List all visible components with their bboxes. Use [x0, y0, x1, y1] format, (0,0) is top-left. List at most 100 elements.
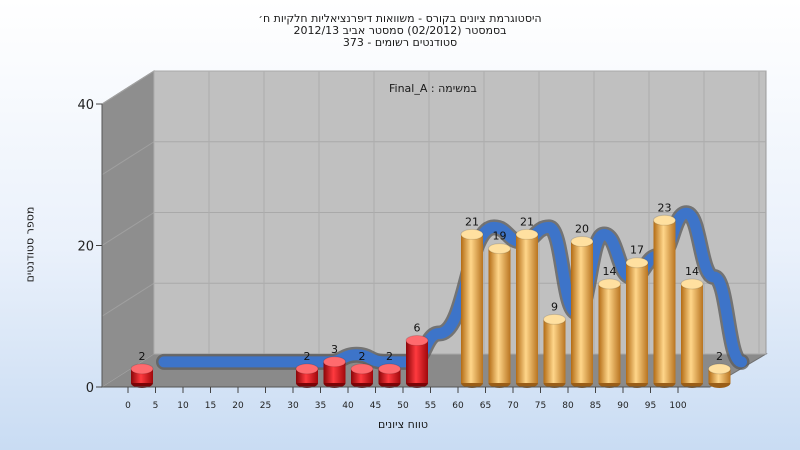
bar-value-label: 21: [465, 215, 479, 228]
bar-value-label: 14: [603, 265, 617, 278]
bar: 14: [680, 265, 704, 388]
bar-cap: [653, 214, 676, 226]
bar: 2: [350, 350, 374, 388]
x-tick-label: 85: [590, 401, 601, 411]
bar: 3: [323, 343, 346, 388]
h-gridline: [101, 141, 155, 176]
chart-title-line1: היסטוגרמת ציונים בקורס - משוואות דיפרנצי…: [258, 12, 542, 25]
bar-body: [571, 241, 593, 383]
chart-title-line3: 373 - סטודנטים רשומים: [342, 36, 458, 49]
x-tick-label: 65: [480, 401, 491, 411]
h-gridline: [101, 70, 155, 105]
bar-body: [406, 340, 428, 383]
trend-line: [156, 205, 750, 370]
bar-body: [461, 234, 483, 383]
bar-cap: [543, 313, 566, 325]
bar-value-label: 9: [551, 300, 558, 313]
bar: 14: [598, 265, 621, 388]
bar-value-label: 17: [630, 244, 644, 257]
bar-value-label: 6: [414, 322, 421, 335]
y-tick-label: 0: [86, 381, 94, 396]
bar-value-label: 19: [493, 230, 507, 243]
bar: 2: [378, 350, 401, 388]
x-tick-label: 95: [645, 401, 656, 411]
x-tick-label: 0: [125, 401, 131, 411]
bar-cap: [570, 236, 594, 247]
x-tick-label: 20: [232, 401, 244, 411]
bar-cap: [295, 363, 319, 375]
bar-value-label: 14: [685, 265, 699, 278]
chart-title-line2: בסמסטר (02/2012) סמסטר אביב 2012/13: [293, 24, 507, 37]
bar-cap: [323, 356, 346, 368]
task-annotation: Final_A : במשימה: [389, 82, 477, 95]
bar-cap: [130, 363, 154, 375]
bar-value-label: 21: [520, 215, 534, 228]
h-gridline: [101, 212, 155, 246]
bar-value-label: 2: [359, 350, 366, 363]
bar-body: [653, 220, 676, 383]
x-tick-label: 25: [260, 401, 271, 411]
bar-value-label: 2: [386, 350, 393, 363]
h-gridline: [101, 282, 155, 317]
bar-cap: [460, 228, 484, 240]
x-tick-label: 10: [177, 401, 189, 411]
bar: 6: [405, 322, 429, 388]
x-tick-label: 75: [535, 401, 546, 411]
bar-cap: [378, 363, 401, 375]
y-tick-label: 20: [77, 240, 94, 255]
bar-cap: [598, 278, 621, 290]
bar: 21: [460, 215, 484, 388]
bar: 20: [570, 223, 594, 388]
bar-value-label: 20: [575, 223, 589, 236]
x-tick-label: 45: [370, 401, 381, 411]
x-tick-label: 15: [205, 401, 216, 411]
bar-body: [323, 361, 346, 383]
trend-ribbon: [158, 207, 747, 368]
bar: 2: [295, 350, 319, 388]
x-tick-label: 50: [397, 401, 409, 411]
x-tick-label: 55: [425, 401, 436, 411]
x-tick-label: 35: [315, 401, 326, 411]
bar-cap: [405, 335, 429, 347]
bar-value-label: 2: [304, 350, 311, 363]
x-tick-label: 80: [562, 401, 574, 411]
bar-value-label: 2: [139, 350, 146, 363]
bar: 9: [543, 300, 566, 388]
bar-cap: [350, 363, 374, 375]
bar-body: [681, 283, 703, 383]
bar-body: [488, 248, 511, 383]
x-tick-label: 5: [153, 401, 159, 411]
bar-cap: [515, 228, 539, 240]
bar-cap: [680, 278, 704, 290]
bar: 19: [488, 230, 511, 388]
y-tick-label: 40: [77, 98, 94, 113]
chart-axes: 0 20 40 0 5 10 15 20 25 30 35 40 45 50 55 60 65 70 75 80 85 9…: [77, 98, 710, 411]
bar-body: [543, 319, 566, 383]
h-gridline: [101, 353, 155, 388]
bar-cap: [708, 363, 731, 375]
bar-value-label: 3: [331, 343, 338, 356]
x-tick-label: 40: [342, 401, 354, 411]
bar: 21: [515, 215, 539, 388]
bar: 2: [130, 350, 154, 388]
bar-cap: [488, 243, 511, 255]
bar: 23: [653, 201, 676, 388]
bar-value-label: 23: [658, 201, 672, 214]
y-axis-label: מספר סטודנטים: [23, 206, 37, 283]
bar-body: [598, 283, 621, 383]
x-tick-label: 30: [287, 401, 299, 411]
bar-value-label: 2: [716, 350, 723, 363]
bar-body: [626, 262, 648, 383]
bar-body: [516, 234, 538, 383]
x-tick-label: 90: [617, 401, 629, 411]
x-tick-label: 60: [452, 401, 464, 411]
bar: 17: [625, 244, 649, 388]
bar: 2: [708, 350, 731, 388]
x-tick-label: 100: [669, 401, 686, 411]
x-tick-label: 70: [507, 401, 519, 411]
x-axis-label: טווח ציונים: [378, 418, 428, 431]
bar-cap: [625, 257, 649, 269]
